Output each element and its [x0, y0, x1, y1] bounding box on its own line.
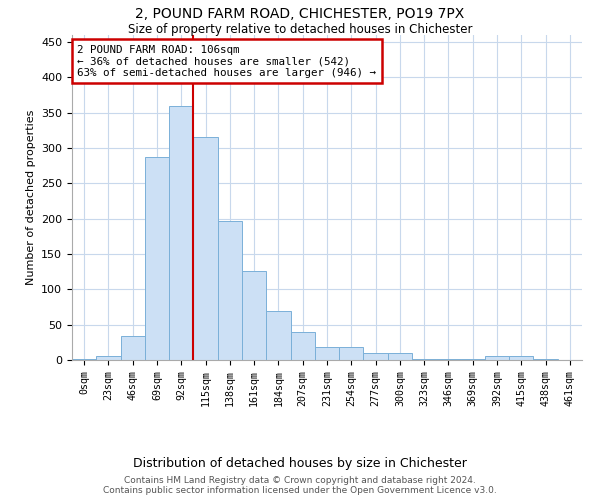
- Bar: [485, 356, 509, 360]
- Bar: [242, 271, 266, 360]
- Bar: [218, 221, 242, 360]
- Bar: [169, 106, 193, 360]
- Bar: [290, 332, 315, 360]
- Bar: [96, 356, 121, 360]
- Bar: [72, 358, 96, 360]
- Text: Size of property relative to detached houses in Chichester: Size of property relative to detached ho…: [128, 22, 472, 36]
- Bar: [509, 356, 533, 360]
- Y-axis label: Number of detached properties: Number of detached properties: [26, 110, 35, 285]
- Text: Distribution of detached houses by size in Chichester: Distribution of detached houses by size …: [133, 458, 467, 470]
- Bar: [339, 346, 364, 360]
- Text: 2 POUND FARM ROAD: 106sqm
← 36% of detached houses are smaller (542)
63% of semi: 2 POUND FARM ROAD: 106sqm ← 36% of detac…: [77, 45, 376, 78]
- Bar: [364, 353, 388, 360]
- Bar: [145, 156, 169, 360]
- Bar: [193, 136, 218, 360]
- Bar: [121, 336, 145, 360]
- Bar: [412, 358, 436, 360]
- Bar: [315, 346, 339, 360]
- Bar: [388, 353, 412, 360]
- Text: 2, POUND FARM ROAD, CHICHESTER, PO19 7PX: 2, POUND FARM ROAD, CHICHESTER, PO19 7PX: [136, 8, 464, 22]
- Bar: [266, 310, 290, 360]
- Text: Contains HM Land Registry data © Crown copyright and database right 2024.
Contai: Contains HM Land Registry data © Crown c…: [103, 476, 497, 495]
